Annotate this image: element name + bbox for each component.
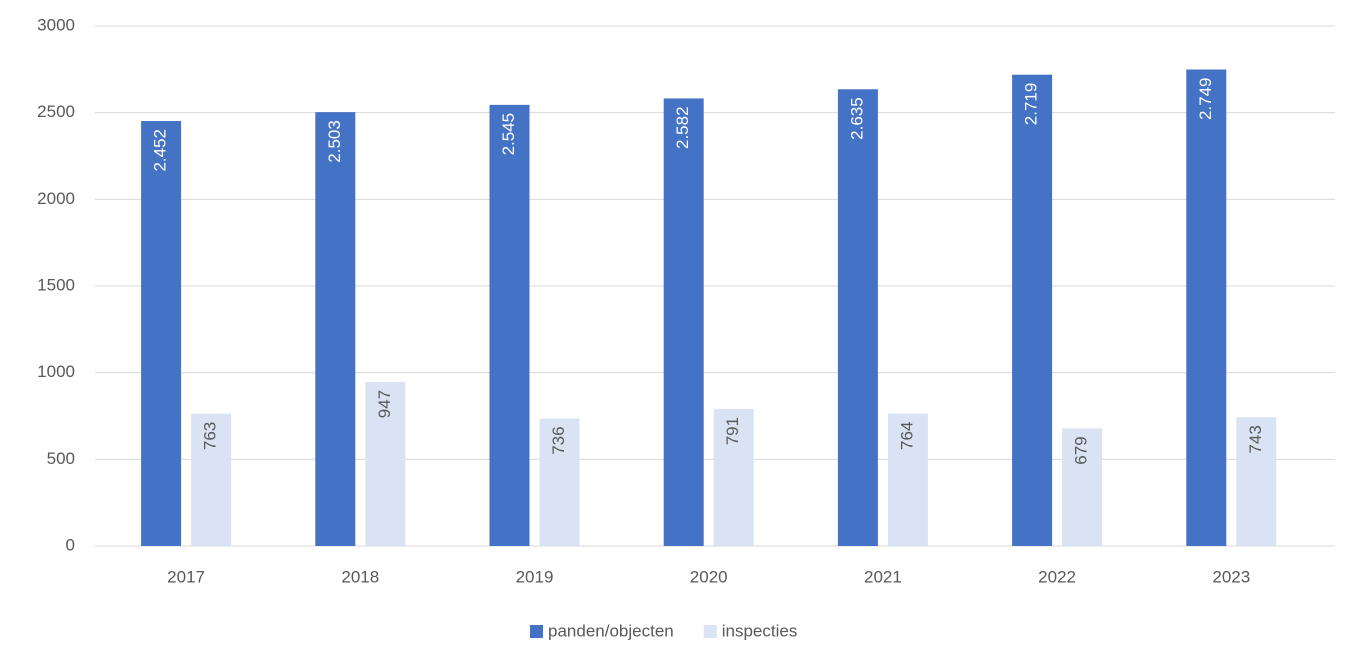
data-label: 736 [549,426,568,454]
data-label: 791 [723,417,742,445]
x-tick-label: 2023 [1212,567,1250,586]
y-tick-label: 1000 [37,362,75,381]
data-label: 2.503 [325,120,344,163]
data-label: 2.545 [499,113,518,156]
data-label: 947 [375,390,394,418]
data-label: 2.582 [673,106,692,149]
bar [713,408,754,546]
y-tick-label: 1500 [37,275,75,294]
legend-label: inspecties [722,621,798,640]
legend-label: panden/objecten [548,621,674,640]
legend-swatch [530,625,543,638]
bar [1236,417,1277,546]
bar [489,104,530,546]
bar [837,89,878,547]
data-label: 2.749 [1196,78,1215,121]
bar [887,413,928,546]
bar [191,413,232,546]
bar [1186,69,1227,547]
bar [539,418,580,546]
bar [1062,428,1103,546]
x-tick-label: 2021 [864,567,902,586]
data-label: 763 [201,422,220,450]
data-label: 2.452 [151,129,170,172]
data-label: 764 [897,422,916,450]
x-tick-label: 2020 [690,567,728,586]
y-tick-label: 500 [47,449,75,468]
data-label: 743 [1246,425,1265,453]
bar [365,381,406,546]
x-tick-label: 2017 [167,567,205,586]
data-label: 2.635 [847,97,866,140]
bar [1012,74,1053,546]
x-tick-label: 2022 [1038,567,1076,586]
data-label: 679 [1072,436,1091,464]
legend-swatch [703,625,717,638]
bar [663,98,704,546]
bar [315,112,356,546]
x-tick-label: 2018 [341,567,379,586]
data-label: 2.719 [1022,83,1041,126]
y-tick-label: 3000 [37,15,75,34]
bar [141,120,182,546]
y-tick-label: 0 [66,535,75,554]
y-tick-label: 2500 [37,102,75,121]
x-tick-label: 2019 [516,567,554,586]
y-tick-label: 2000 [37,189,75,208]
